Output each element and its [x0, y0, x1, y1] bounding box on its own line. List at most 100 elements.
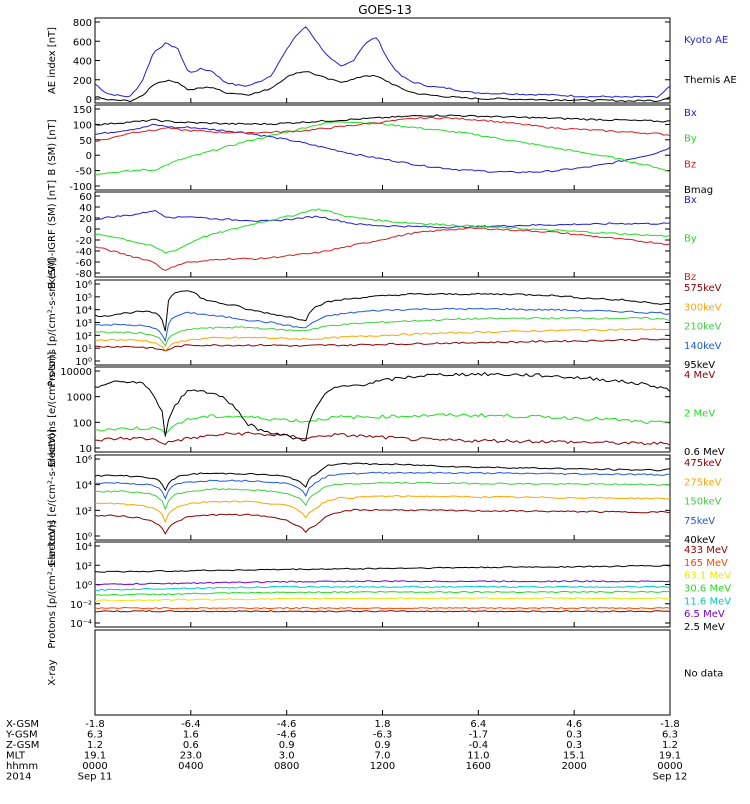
y-axis-label: X-ray: [47, 659, 58, 685]
legend-63-1-mev: 63.1 MeV: [684, 571, 731, 582]
y-tick-label: -80: [76, 269, 92, 280]
y-axis-label: B (SM)-IGRF (SM) [nT]: [47, 180, 58, 289]
ephemeris-value: 1600: [466, 761, 491, 772]
ephemeris-value: -1.7: [469, 730, 489, 741]
series-line-475kev: [94, 508, 671, 535]
ephemeris-value: 0.3: [566, 740, 582, 751]
ephemeris-value: 23.0: [180, 751, 202, 762]
legend-433-mev: 433 MeV: [684, 545, 728, 556]
ephemeris-value: -0.4: [469, 740, 489, 751]
y-tick-label: 200: [73, 76, 92, 87]
ephemeris-value: 0000: [82, 761, 107, 772]
ephemeris-value: 0000: [657, 761, 682, 772]
panel-6: 10⁶ 10⁴ 10² 10⁰ Electrons [e/(cm²-s-sr-keV)]…: [47, 429, 722, 566]
series-line-bz: [94, 227, 671, 271]
legend-575kev: 575keV: [684, 283, 722, 294]
legend-140kev: 140keV: [684, 341, 722, 352]
y-axis-label: B (SM) [nT]: [47, 119, 58, 175]
y-tick-label: -50: [76, 167, 92, 178]
ephemeris-value: -4.6: [277, 719, 297, 730]
series-line-themis-ae: [94, 71, 671, 103]
y-tick-label: 10¹: [75, 344, 92, 355]
series-line-210kev: [94, 316, 671, 347]
legend-2-mev: 2 MeV: [684, 409, 715, 420]
panel-2: 150 100 50 0 -50 -100 B (SM) [nT] Bx By Bz Bmag: [47, 104, 713, 196]
y-tick-label: 10⁴: [75, 542, 92, 553]
ephemeris-row-label: Y-GSM: [5, 730, 38, 741]
y-tick-label: 100: [73, 120, 92, 131]
legend-300kev: 300keV: [684, 302, 722, 313]
ephemeris-row-label: MLT: [6, 751, 26, 762]
series-line-40kev: [94, 462, 671, 492]
panel-7: 10⁴ 10² 10⁰ 10⁻² 10⁻⁴ Protons [p/(cm²-s-sr-ke…: [47, 520, 731, 648]
series-line-63-1-mev: [94, 597, 671, 602]
y-axis-label: Protons [p/(cm²-s-sr-keV)]: [47, 520, 58, 648]
y-tick-label: 600: [73, 37, 92, 48]
y-tick-label: 0: [86, 95, 92, 106]
ephemeris-value: 6.3: [662, 730, 678, 741]
series-line-300kev: [94, 328, 671, 352]
y-tick-label: 150: [73, 105, 92, 116]
legend-kyoto-ae: Kyoto AE: [684, 35, 728, 46]
legend-210kev: 210keV: [684, 322, 722, 333]
legend-275kev: 275keV: [684, 477, 722, 488]
panel-5: 10000 1000 100 10 Electrons [e/(cm²-s-sr)] 4 …: [47, 352, 725, 468]
ephemeris-value: 6.3: [87, 730, 103, 741]
series-line-140kev: [94, 307, 671, 343]
y-tick-label: -100: [69, 182, 92, 193]
y-tick-label: 10⁻⁴: [70, 619, 92, 630]
y-tick-label: -20: [76, 236, 92, 247]
y-tick-label: 10⁰: [75, 532, 92, 543]
ephemeris-value: 1.2: [87, 740, 103, 751]
legend-11-6-mev: 11.6 MeV: [684, 596, 731, 607]
y-tick-label: 800: [73, 18, 92, 29]
ephemeris-row-label: hhmm: [6, 761, 38, 772]
legend-0-6-mev: 0.6 MeV: [684, 447, 725, 458]
legend-165-mev: 165 MeV: [684, 558, 728, 569]
ephemeris-value: 0.9: [279, 740, 295, 751]
ephemeris-value: 1.6: [183, 730, 199, 741]
ephemeris-value: 19.1: [659, 751, 681, 762]
y-axis-label: Electrons [e/(cm²-s-sr)]: [47, 352, 58, 468]
series-line-2-mev: [94, 412, 671, 435]
legend-bx: Bx: [684, 195, 697, 206]
panel-frame: [94, 541, 671, 628]
ephemeris-row-label: Z-GSM: [6, 740, 39, 751]
y-tick-label: 10³: [75, 319, 92, 330]
series-line-bz: [95, 116, 671, 142]
series-line-433-mev: [94, 610, 671, 613]
series-line-2-5-mev: [94, 564, 671, 573]
y-tick-label: 0: [86, 225, 92, 236]
y-tick-label: -60: [76, 258, 92, 269]
ephemeris-value: 1.2: [662, 740, 678, 751]
series-line-165-mev: [94, 606, 671, 610]
series-line-bx: [94, 210, 671, 229]
legend-bz: Bz: [684, 159, 696, 170]
legend-6-5-mev: 6.5 MeV: [684, 609, 725, 620]
series-line-by: [95, 121, 671, 175]
y-tick-label: -40: [76, 247, 92, 258]
y-tick-label: 20: [79, 214, 92, 225]
y-tick-label: 10²: [75, 331, 92, 342]
series-line-150kev: [94, 481, 671, 511]
series-line-bmag: [94, 114, 671, 126]
legend-bmag: Bmag: [684, 185, 713, 196]
series-line-6-5-mev: [94, 580, 671, 586]
ephemeris-value: -4.6: [277, 730, 297, 741]
panel-8: X-ray No data: [47, 629, 723, 716]
ephemeris-value: 0800: [274, 761, 299, 772]
series-line-30-6-mev: [94, 590, 671, 596]
y-tick-label: 10²: [75, 506, 92, 517]
y-tick-label: 10⁰: [75, 581, 92, 592]
ephemeris-value: 1.8: [375, 719, 391, 730]
legend-150kev: 150keV: [684, 497, 722, 508]
y-axis-label: Electrons [e/(cm²-s-sr-keV)]: [47, 429, 58, 566]
ephemeris-value: 6.4: [470, 719, 486, 730]
panel-frame: [94, 454, 671, 541]
panel-1: 800 600 400 200 0 AE index [nT] Kyoto AE Themis…: [47, 17, 737, 106]
ephemeris-value: 3.0: [279, 751, 295, 762]
series-line-75kev: [94, 471, 671, 500]
y-tick-label: 50: [79, 136, 92, 147]
